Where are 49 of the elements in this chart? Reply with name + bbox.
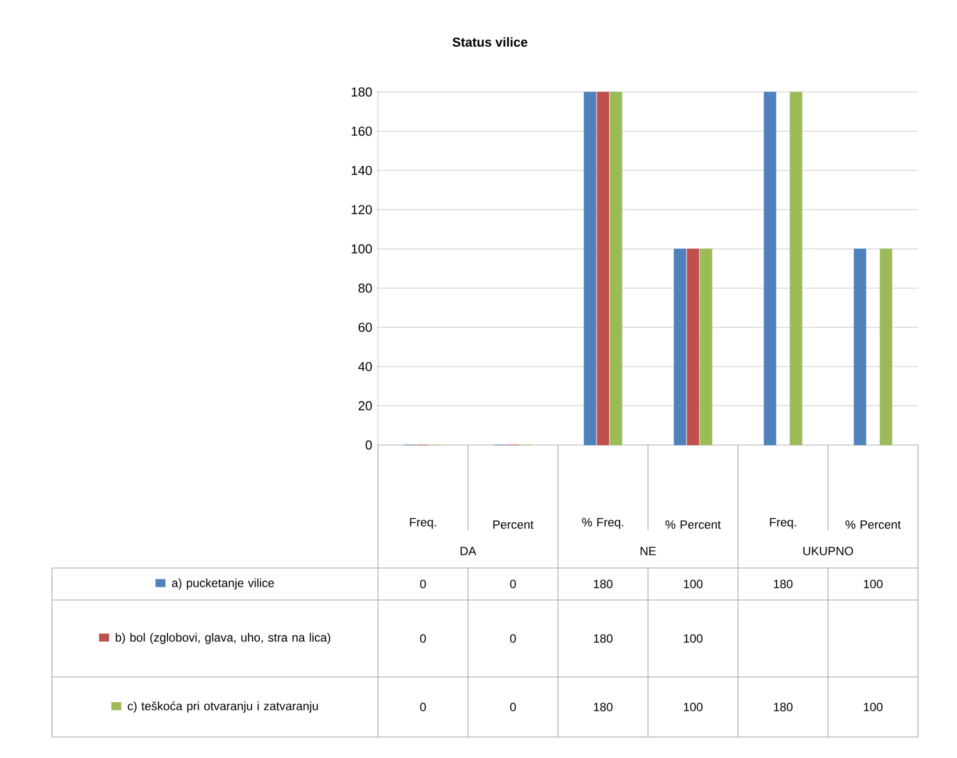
y-tick-label: 40 xyxy=(358,362,372,372)
bar xyxy=(610,92,622,446)
bar xyxy=(674,248,686,446)
data-label: 0 xyxy=(420,702,426,712)
data-label: 100 xyxy=(684,634,703,643)
x-tick-label: % Freq. xyxy=(582,518,624,529)
y-tick-label: 140 xyxy=(352,166,372,176)
data-label: 100 xyxy=(864,580,883,588)
bar xyxy=(584,92,596,446)
data-label: 0 xyxy=(510,702,516,712)
bar xyxy=(790,92,802,446)
data-label: 0 xyxy=(420,634,426,643)
x-tick-label: % Percent xyxy=(666,520,721,529)
text: NE xyxy=(640,546,656,556)
data-label: 180 xyxy=(594,702,613,712)
data-label: 0 xyxy=(420,580,426,588)
x-tick-label: % Percent xyxy=(846,520,901,529)
y-tick-label: 160 xyxy=(352,126,372,136)
y-tick-label: 20 xyxy=(358,401,372,410)
legend-label: b) bol (zglobovi, glava, uho, stra na lica) xyxy=(116,632,330,644)
x-tick-label: Freq. xyxy=(410,518,436,529)
data-label: 180 xyxy=(594,580,613,588)
bar xyxy=(854,248,866,446)
data-label: 180 xyxy=(774,702,793,712)
data-label: 180 xyxy=(774,580,793,588)
data-label: 100 xyxy=(864,702,883,712)
y-tick-label: 80 xyxy=(358,284,372,293)
chart-title: Status vilice xyxy=(452,37,528,47)
bar xyxy=(686,248,700,446)
text: DA xyxy=(460,546,476,556)
y-tick-label: 100 xyxy=(352,244,372,254)
data-label: 100 xyxy=(684,702,703,712)
x-tick-label: Percent xyxy=(493,520,534,529)
y-tick-label: 180 xyxy=(352,87,372,97)
data-label: 180 xyxy=(594,634,613,643)
text: UKUPNO xyxy=(803,546,853,556)
bar xyxy=(596,92,610,446)
bar xyxy=(764,92,776,446)
data-label: 0 xyxy=(510,580,516,588)
data-label: 0 xyxy=(510,634,516,643)
x-tick-label: Freq. xyxy=(770,518,796,529)
data-label: 100 xyxy=(684,580,703,588)
legend-label: a) pucketanje vilice xyxy=(172,578,274,590)
y-tick-label: 0 xyxy=(366,440,372,450)
y-tick-label: 120 xyxy=(352,205,372,214)
bar xyxy=(880,248,892,446)
bar xyxy=(700,248,712,446)
legend-label: c) teškoća pri otvaranju i zatvaranju xyxy=(128,701,318,713)
y-tick-label: 60 xyxy=(358,322,372,332)
